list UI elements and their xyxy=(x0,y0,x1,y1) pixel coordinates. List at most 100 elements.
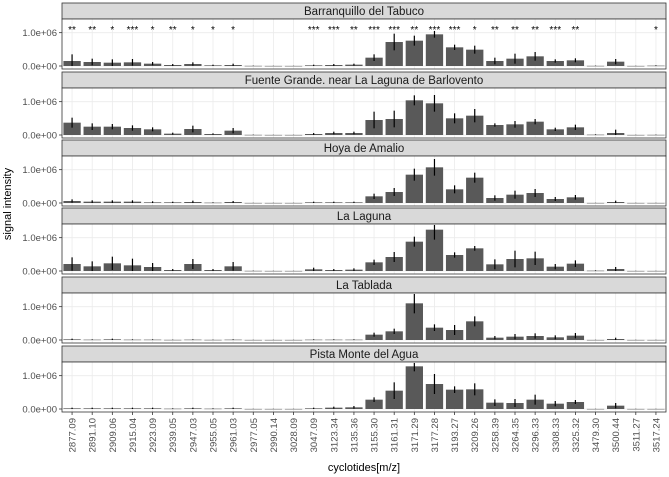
significance-marker: ** xyxy=(491,25,499,36)
bar xyxy=(385,42,403,66)
bar xyxy=(466,321,484,340)
bar xyxy=(385,331,403,340)
panel-border xyxy=(61,18,667,70)
significance-marker: ** xyxy=(572,25,580,36)
bar xyxy=(244,408,262,410)
bar xyxy=(244,134,262,136)
bar xyxy=(506,124,524,135)
x-tick-label: 3296.33 xyxy=(531,418,542,452)
bar xyxy=(385,390,403,409)
bar xyxy=(627,202,645,204)
bar xyxy=(385,257,403,271)
significance-marker: ** xyxy=(68,25,76,36)
x-tick-label: 3325.32 xyxy=(571,418,582,452)
bar xyxy=(264,408,283,410)
facet-panel: Fuente Grande. near La Laguna de Barlove… xyxy=(22,71,667,142)
bar xyxy=(466,49,484,66)
x-tick-label: 3135.36 xyxy=(349,418,360,452)
x-tick-label: 2939.05 xyxy=(168,418,179,452)
facet-panel: La Laguna 0.0e+00 1.0e+06 xyxy=(22,207,667,278)
significance-marker: *** xyxy=(429,25,441,36)
y-tick-label: 1.0e+06 xyxy=(22,302,57,313)
bar xyxy=(566,197,585,203)
bar xyxy=(546,129,564,135)
significance-marker: ** xyxy=(511,25,519,36)
significance-marker: ** xyxy=(88,25,96,36)
x-axis-title: cyclotides[m/z] xyxy=(328,462,400,474)
x-tick-label: 2990.14 xyxy=(269,418,280,452)
bar xyxy=(526,56,544,66)
panel-background xyxy=(62,88,666,138)
bar xyxy=(566,127,585,135)
x-tick-label: 2961.03 xyxy=(229,418,240,452)
bar xyxy=(566,402,585,409)
bar xyxy=(405,100,423,135)
bar xyxy=(405,366,423,409)
bar xyxy=(264,134,283,136)
y-tick-label: 1.0e+06 xyxy=(22,165,57,176)
bar xyxy=(284,408,303,410)
significance-marker: ** xyxy=(169,25,177,36)
y-axis-title: signal intensity xyxy=(2,167,14,240)
bar xyxy=(244,65,262,67)
bar xyxy=(425,167,444,203)
bar xyxy=(466,389,484,409)
bar xyxy=(425,229,444,271)
bar xyxy=(425,103,444,135)
facet-panel: Hoya de Amalio 0.0e+00 1.0e+06 xyxy=(22,139,667,210)
significance-marker: * xyxy=(151,25,155,36)
x-tick-label: 2947.03 xyxy=(188,418,199,452)
significance-marker: *** xyxy=(449,25,461,36)
bar xyxy=(405,174,423,203)
y-tick-label: 1.0e+06 xyxy=(22,97,57,108)
bar xyxy=(627,134,645,136)
bar xyxy=(586,408,605,410)
x-tick-label: 2915.04 xyxy=(128,418,139,452)
x-tick-label: 3161.31 xyxy=(390,418,401,452)
facet-panel: Pista Monte del Agua 0.0e+00 1.0e+06 xyxy=(22,345,667,416)
bar xyxy=(627,270,645,272)
panel-border xyxy=(61,223,667,275)
significance-marker: ** xyxy=(531,25,539,36)
bar xyxy=(486,125,504,135)
bar xyxy=(244,270,262,272)
bar xyxy=(405,40,423,66)
significance-marker: * xyxy=(654,25,658,36)
y-tick-label: 1.0e+06 xyxy=(22,233,57,244)
x-tick-label: 2891.10 xyxy=(88,418,99,452)
bar xyxy=(425,327,444,340)
bar xyxy=(103,126,121,135)
bar xyxy=(264,270,283,272)
x-tick-label: 3517.24 xyxy=(651,418,662,452)
facet-panel: La Tablada 0.0e+00 1.0e+06 xyxy=(22,276,667,347)
bar xyxy=(143,129,162,135)
bar xyxy=(164,339,182,341)
bar xyxy=(63,122,81,135)
bar xyxy=(647,408,665,410)
bar xyxy=(526,121,544,135)
bar xyxy=(284,339,303,341)
x-tick-label: 3123.34 xyxy=(329,418,340,452)
bar xyxy=(405,241,423,271)
bar xyxy=(627,339,645,341)
bar xyxy=(586,65,605,67)
facet-strip-label: La Laguna xyxy=(337,211,392,223)
bar xyxy=(526,193,544,203)
y-tick-label: 0.0e+00 xyxy=(22,336,57,347)
panel-background xyxy=(62,19,666,69)
bar xyxy=(264,339,283,341)
bar xyxy=(123,128,142,135)
x-tick-label: 2977.05 xyxy=(249,418,260,452)
panel-border xyxy=(61,292,667,344)
bar xyxy=(284,202,303,204)
x-tick-label: 3511.27 xyxy=(631,418,642,452)
panel-background xyxy=(62,156,666,206)
bar xyxy=(365,399,383,409)
bar xyxy=(284,65,303,67)
x-tick-label: 3047.09 xyxy=(309,418,320,452)
panel-border xyxy=(61,155,667,207)
panel-background xyxy=(62,362,666,412)
x-tick-label: 2955.05 xyxy=(209,418,220,452)
y-tick-label: 0.0e+00 xyxy=(22,199,57,210)
